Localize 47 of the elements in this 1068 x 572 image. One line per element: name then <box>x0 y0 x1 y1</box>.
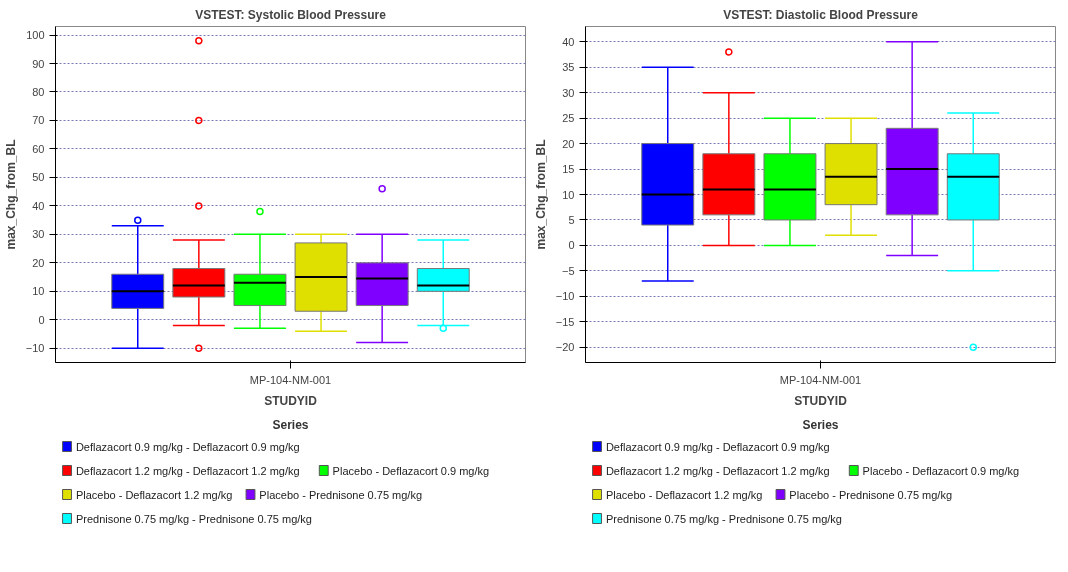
y-tick-label: 40 <box>562 35 575 48</box>
y-tick-label: 10 <box>562 188 575 201</box>
y-tick-label: −5 <box>561 264 575 277</box>
y-tick-label: −20 <box>555 341 575 354</box>
y-tick-label: 90 <box>32 57 45 70</box>
y-tick-label: −10 <box>25 342 45 355</box>
y-tick-label: 30 <box>562 86 575 99</box>
chart-title: VSTEST: Systolic Blood Pressure <box>195 7 387 22</box>
chart-title: VSTEST: Diastolic Blood Pressure <box>723 7 919 22</box>
legend-label: Prednisone 0.75 mg/kg - Prednisone 0.75 mg/kg <box>605 512 842 525</box>
y-tick-label: 20 <box>562 137 575 150</box>
legend-label: Placebo - Prednisone 0.75 mg/kg <box>259 488 423 501</box>
y-tick-label: 40 <box>32 199 45 212</box>
y-tick-label: 70 <box>32 114 45 127</box>
x-axis-title: STUDYID <box>264 393 318 408</box>
y-tick-label: 15 <box>562 163 575 176</box>
y-tick-label: 100 <box>26 29 45 42</box>
legend-title: Series <box>272 417 309 432</box>
legend-label: Prednisone 0.75 mg/kg - Prednisone 0.75 mg/kg <box>75 512 312 525</box>
y-tick-label: 35 <box>562 61 575 74</box>
y-tick-label: 80 <box>32 85 45 98</box>
y-tick-label: −15 <box>555 315 575 328</box>
legend-title: Series <box>802 417 839 432</box>
legend-label: Deflazacort 1.2 mg/kg - Deflazacort 1.2 mg/kg <box>605 464 830 477</box>
legend-label: Placebo - Deflazacort 1.2 mg/kg <box>605 488 763 501</box>
x-tick-label: MP-104-NM-001 <box>249 373 332 386</box>
y-tick-label: 25 <box>562 112 575 125</box>
y-tick-label: 10 <box>32 285 45 298</box>
x-tick-label: MP-104-NM-001 <box>779 373 862 386</box>
y-tick-label: 50 <box>32 171 45 184</box>
legend-label: Deflazacort 0.9 mg/kg - Deflazacort 0.9 mg/kg <box>75 440 300 453</box>
y-tick-label: −10 <box>555 290 575 303</box>
x-axis-title: STUDYID <box>794 393 848 408</box>
y-tick-label: 20 <box>32 256 45 269</box>
y-tick-label: 5 <box>568 213 575 226</box>
legend-label: Deflazacort 1.2 mg/kg - Deflazacort 1.2 mg/kg <box>75 464 300 477</box>
y-axis-title: max_Chg_from_BL <box>3 139 18 250</box>
y-tick-label: 0 <box>38 313 45 326</box>
y-tick-label: 30 <box>32 228 45 241</box>
y-tick-label: 60 <box>32 142 45 155</box>
legend-label: Placebo - Deflazacort 0.9 mg/kg <box>862 464 1020 477</box>
legend-label: Placebo - Deflazacort 0.9 mg/kg <box>332 464 490 477</box>
y-axis-title: max_Chg_from_BL <box>533 139 548 250</box>
y-tick-label: 0 <box>568 239 575 252</box>
legend-label: Placebo - Prednisone 0.75 mg/kg <box>789 488 953 501</box>
legend-label: Placebo - Deflazacort 1.2 mg/kg <box>75 488 233 501</box>
legend-label: Deflazacort 0.9 mg/kg - Deflazacort 0.9 mg/kg <box>605 440 830 453</box>
